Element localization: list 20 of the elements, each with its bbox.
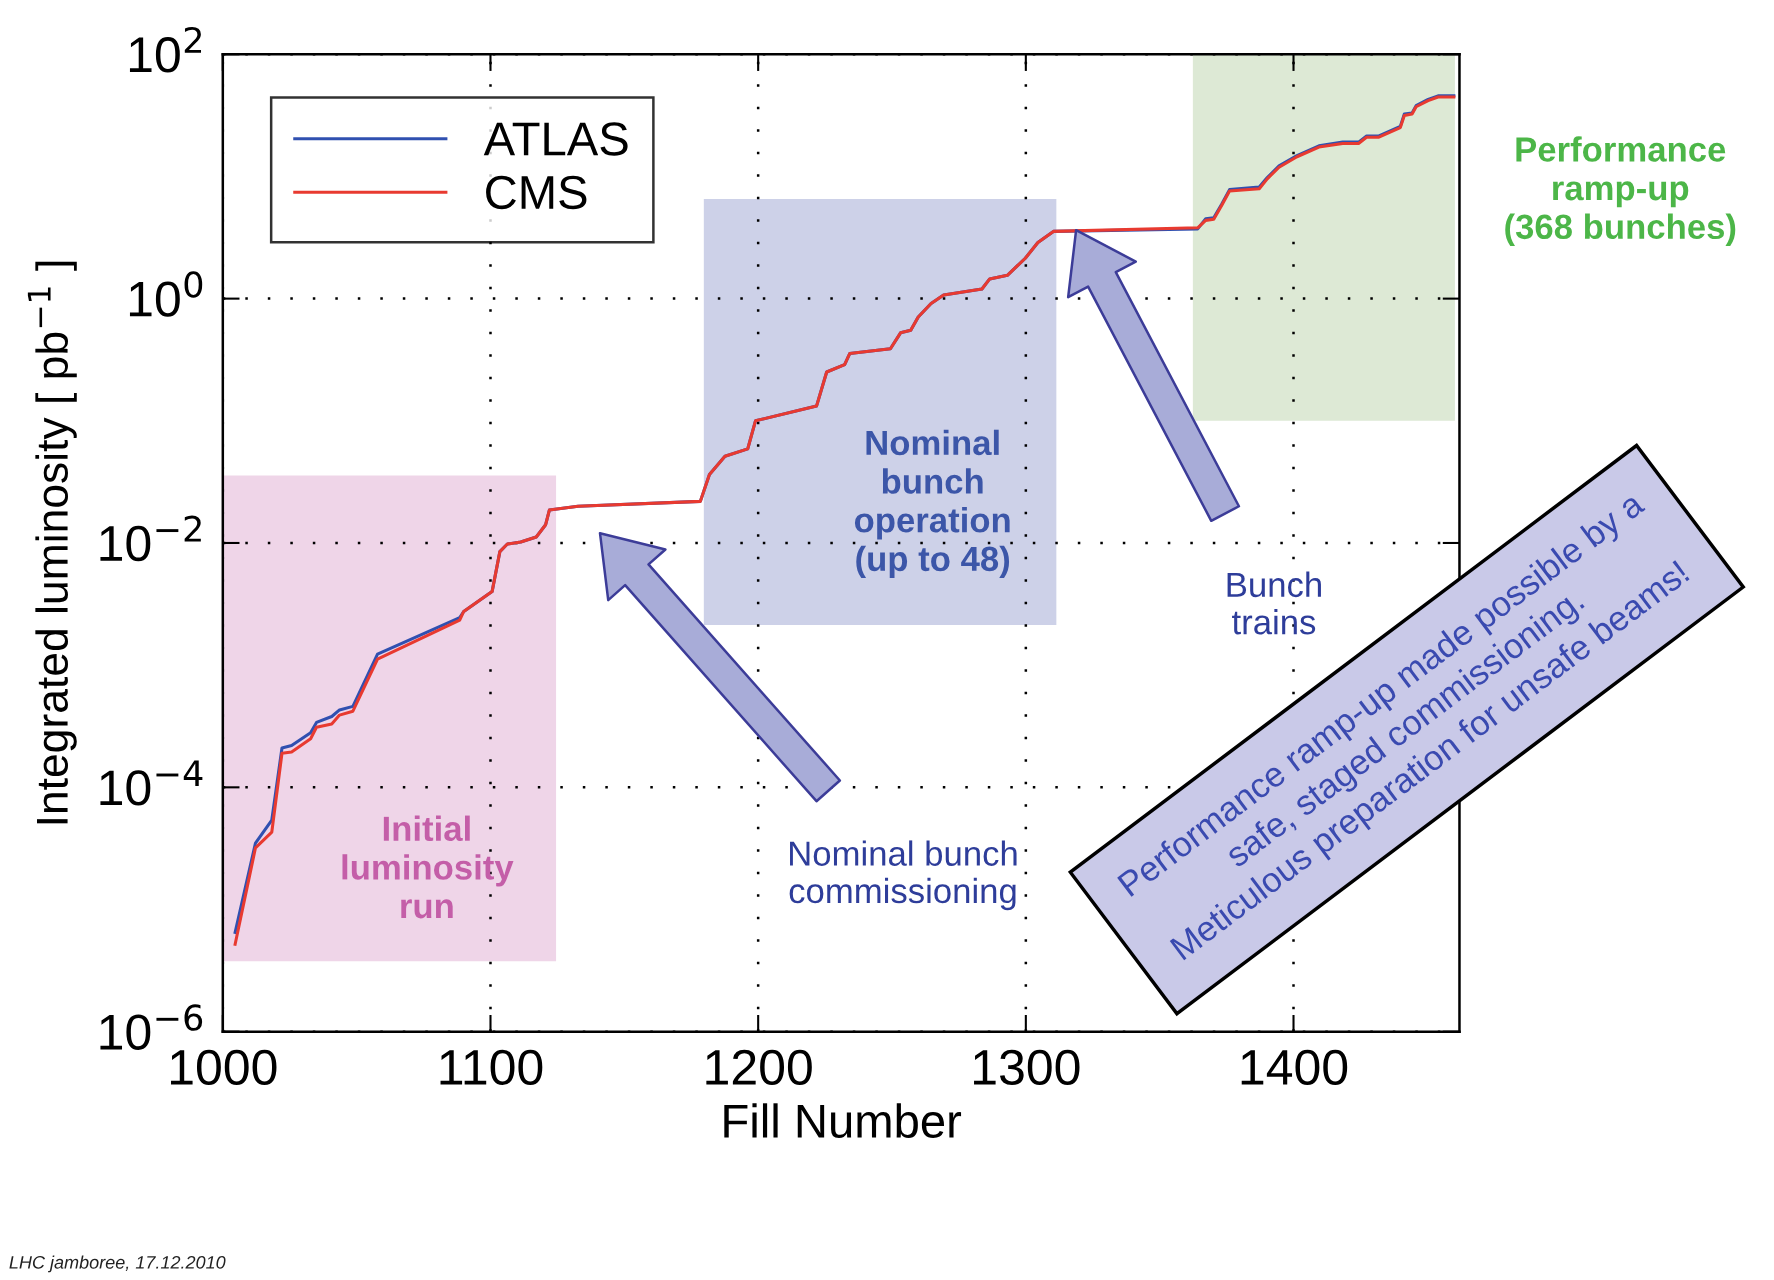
band-label: Nominal bunch operation (up to 48)	[854, 429, 1010, 579]
annotation: Bunch trains	[1227, 571, 1321, 635]
y-tick-label: 10$^{−6}$	[100, 1004, 203, 1050]
band-label: Performance ramp-up (368 bunches)	[1505, 136, 1736, 246]
x-tick-label: 1000	[171, 1049, 277, 1086]
y-tick-label: 10$^{0}$	[129, 271, 203, 317]
legend-label: ATLAS	[483, 122, 628, 156]
x-tick-label: 1400	[1241, 1049, 1348, 1086]
x-tick-label: 1100	[440, 1049, 543, 1086]
annotation: Nominal bunch commissioning	[789, 840, 1017, 911]
x-tick-label: 1200	[706, 1049, 812, 1086]
y-tick-label: 10$^{−4}$	[100, 760, 203, 806]
legend-label: CMS	[486, 175, 587, 210]
y-tick-label: 10$^{−2}$	[100, 515, 201, 562]
band-label: Initial luminosity run	[342, 815, 514, 919]
y-tick-label: 10$^{2}$	[129, 26, 201, 73]
x-axis-title: Fill Number	[724, 1103, 962, 1138]
x-tick-label: 1300	[974, 1049, 1080, 1086]
y-axis-title: Integrated luminosity [ pb$^{−1}$ ]	[27, 261, 77, 824]
text: LHC jamboree, 17.12.2010	[9, 1255, 226, 1273]
